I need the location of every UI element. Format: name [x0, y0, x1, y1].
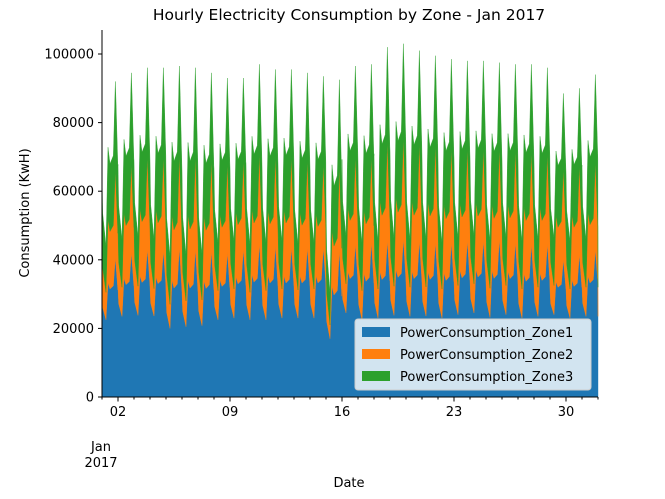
- legend-swatch: [362, 327, 390, 337]
- legend: PowerConsumption_Zone1 PowerConsumption_Z…: [354, 318, 592, 391]
- y-tick-label: 20000: [53, 322, 94, 337]
- y-tick-label: 80000: [53, 116, 94, 131]
- x-axis-ticks: 02 09 16 23 30: [101, 397, 599, 420]
- y-axis-ticks: 0 20000 40000 60000 80000 100000: [44, 48, 102, 406]
- legend-swatch: [362, 349, 390, 359]
- area-PowerConsumption_Zone3: [101, 43, 599, 325]
- y-tick-label: 100000: [44, 48, 94, 63]
- legend-label: PowerConsumption_Zone2: [400, 348, 573, 363]
- legend-swatch: [362, 371, 390, 381]
- y-tick-label: 40000: [53, 253, 94, 268]
- x-tick-label: 23: [446, 405, 463, 420]
- y-tick-label: 0: [86, 391, 94, 406]
- y-axis-label: Consumption (KwH): [18, 148, 33, 277]
- x-tick-label: 02: [110, 405, 127, 420]
- legend-box: [354, 318, 592, 391]
- y-tick-label: 60000: [53, 185, 94, 200]
- x-tick-label: 09: [222, 405, 239, 420]
- chart-title: Hourly Electricity Consumption by Zone -…: [153, 6, 545, 24]
- x-tick-label: 30: [558, 405, 575, 420]
- x-secondary-label-year: 2017: [84, 456, 117, 471]
- x-axis-label: Date: [333, 476, 364, 491]
- x-secondary-label-month: Jan: [90, 440, 111, 455]
- legend-label: PowerConsumption_Zone1: [400, 326, 573, 341]
- x-tick-label: 16: [334, 405, 351, 420]
- legend-label: PowerConsumption_Zone3: [400, 370, 573, 385]
